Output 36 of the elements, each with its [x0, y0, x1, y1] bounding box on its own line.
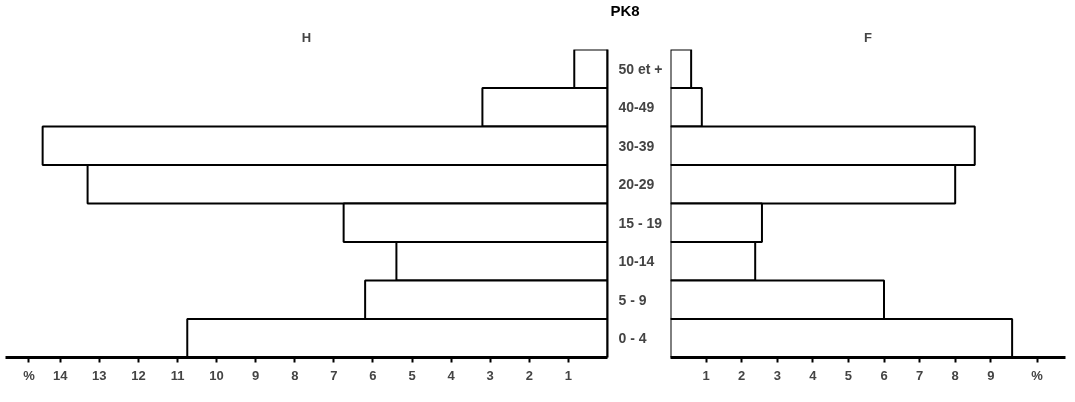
x-tick-label: 9 [252, 367, 260, 383]
x-tick-label: 14 [53, 367, 69, 383]
x-tick-label: 7 [330, 367, 338, 383]
x-tick-label: 13 [92, 367, 107, 383]
x-tick-label: 7 [915, 367, 924, 383]
x-tick-label: 1 [702, 367, 710, 383]
y-tick-label: 30-39 [618, 137, 655, 154]
x-tick-label: 6 [369, 367, 377, 383]
x-tick-label: 1 [564, 367, 573, 383]
x-tick-label: 6 [880, 367, 888, 383]
y-tick-label: 15 - 19 [618, 214, 663, 231]
x-tick-label: 8 [291, 367, 299, 383]
y-tick-label: 10-14 [618, 253, 655, 270]
x-tick-label: 12 [131, 367, 146, 383]
x-tick-label: 3 [773, 367, 781, 383]
y-tick-label: 5 - 9 [618, 291, 647, 308]
y-tick-label: 50 et + [618, 60, 663, 77]
x-tick-label: 11 [170, 367, 185, 383]
x-tick-label: 3 [486, 367, 494, 383]
y-tick-label: 40-49 [618, 99, 655, 116]
chart-title: PK8 [610, 1, 640, 21]
x-tick-label: 4 [809, 367, 818, 383]
y-tick-label: 0 - 4 [618, 330, 647, 347]
chart-subtitle: H [301, 29, 312, 45]
x-tick-label: 2 [738, 367, 746, 383]
chart-subtitle: F [864, 29, 873, 45]
x-tick-label: 5 [844, 367, 853, 383]
x-tick-label: 10 [209, 367, 224, 383]
x-tick-label: 5 [408, 367, 416, 383]
x-tick-label: 8 [951, 367, 959, 383]
x-tick-label: % [23, 367, 36, 383]
x-tick-label: 2 [525, 367, 533, 383]
y-tick-label: 20-29 [618, 176, 655, 193]
x-tick-label: % [1031, 367, 1044, 383]
x-tick-label: 9 [987, 367, 995, 383]
x-tick-label: 4 [447, 367, 456, 383]
